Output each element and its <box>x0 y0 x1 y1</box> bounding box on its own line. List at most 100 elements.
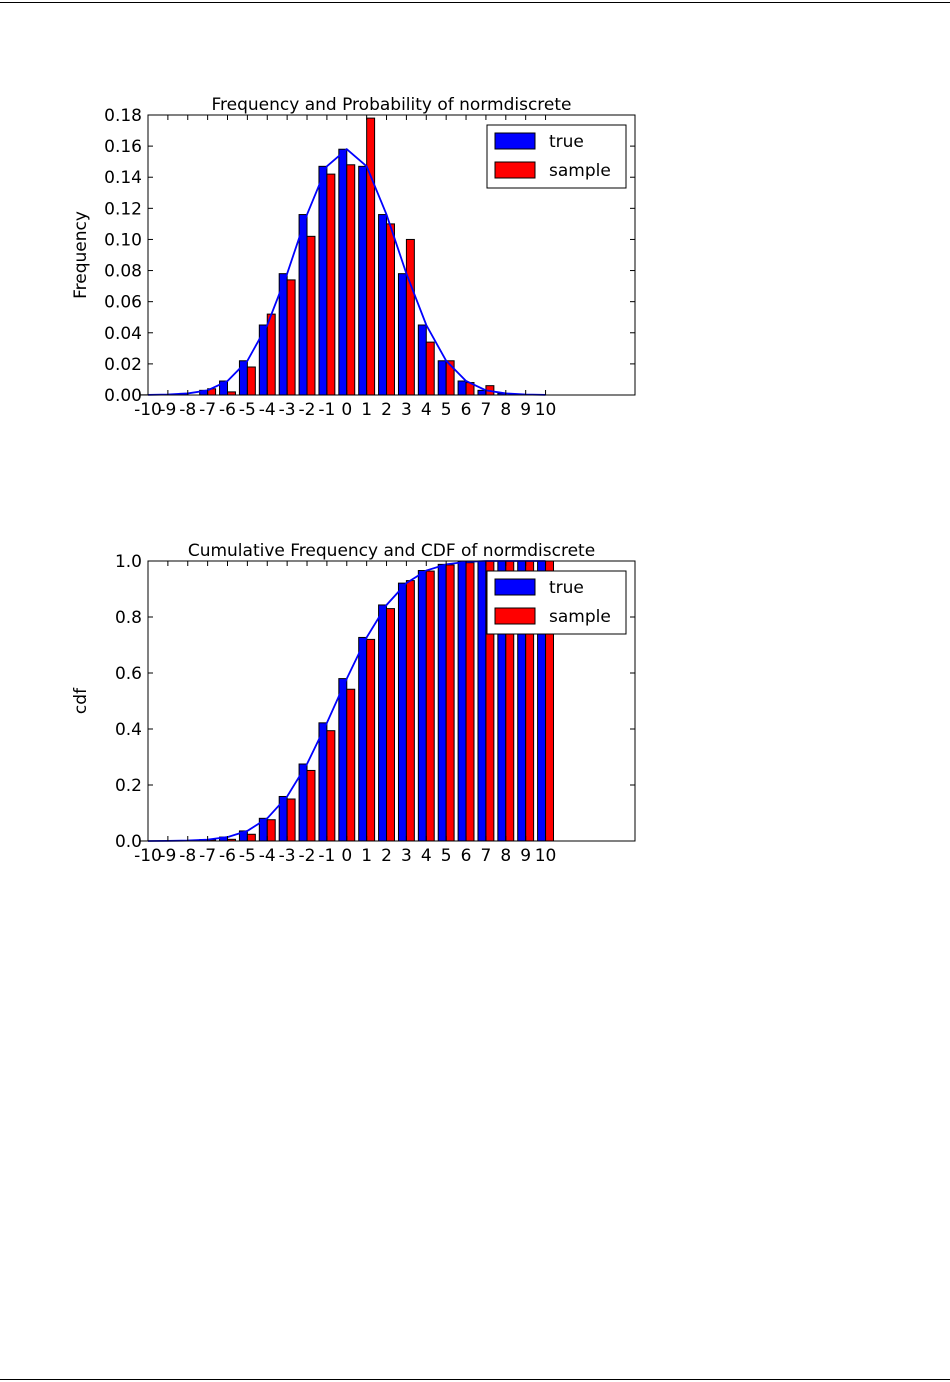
bar-true <box>477 560 487 842</box>
x-tick-label: 2 <box>381 400 392 420</box>
x-tick-label: 0 <box>341 846 352 866</box>
x-tick-label: -8 <box>179 846 196 866</box>
legend-swatch-true <box>494 132 536 150</box>
bar-true <box>397 273 407 396</box>
x-tick-label: 9 <box>520 846 531 866</box>
legend-swatch-true <box>494 578 536 596</box>
y-tick-label: 0.04 <box>104 324 142 344</box>
legend-swatch-sample <box>494 161 536 179</box>
chart-title: Frequency and Probability of normdiscret… <box>211 95 571 115</box>
x-tick-label: 0 <box>341 400 352 420</box>
legend-swatch-sample <box>494 607 536 625</box>
page-top-rule <box>0 2 950 3</box>
bar-true <box>437 360 447 396</box>
x-tick-label: 10 <box>535 846 557 866</box>
true-distribution-line <box>147 148 546 396</box>
bar-sample <box>386 608 395 842</box>
bar-true <box>378 214 388 396</box>
bar-true <box>318 165 328 396</box>
x-tick-label: -5 <box>239 846 256 866</box>
x-tick-label: -6 <box>219 846 236 866</box>
bar-sample <box>246 833 256 842</box>
x-tick-label: 1 <box>361 400 372 420</box>
y-tick-label: 0.16 <box>104 137 142 157</box>
bar-sample <box>445 564 455 842</box>
bar-sample <box>405 580 415 842</box>
x-tick-label: 6 <box>461 400 472 420</box>
bar-sample <box>465 562 475 842</box>
bar-sample <box>366 117 376 396</box>
y-tick-label: 0.6 <box>115 664 142 684</box>
bar-true <box>318 722 328 842</box>
x-tick-label: -6 <box>219 400 236 420</box>
x-tick-label: 6 <box>461 846 472 866</box>
bar-sample <box>346 164 356 396</box>
page-bottom-rule <box>0 1379 950 1380</box>
x-tick-label: 4 <box>421 400 432 420</box>
x-tick-label: -1 <box>318 400 335 420</box>
x-tick-label: 5 <box>441 846 452 866</box>
x-tick-label: -4 <box>259 846 276 866</box>
plot-frame <box>147 114 636 396</box>
bar-sample <box>266 819 276 842</box>
bar-true <box>457 380 467 396</box>
x-tick-label: 4 <box>421 846 432 866</box>
bar-sample <box>286 279 296 396</box>
x-tick-label: 2 <box>381 846 392 866</box>
y-tick-label: 0.10 <box>104 230 142 250</box>
x-tick-label: 8 <box>500 400 511 420</box>
bar-true <box>417 324 427 396</box>
x-tick-label: 7 <box>481 400 492 420</box>
x-tick-label: 9 <box>520 400 531 420</box>
x-tick-label: 3 <box>401 400 412 420</box>
bar-true <box>338 148 348 396</box>
bar-sample <box>386 223 395 396</box>
plot-frame <box>147 560 636 842</box>
bar-sample <box>405 238 415 396</box>
bar-sample <box>326 173 336 396</box>
x-tick-label: 3 <box>401 846 412 866</box>
bar-sample <box>266 313 276 396</box>
x-tick-label: -8 <box>179 400 196 420</box>
bar-sample <box>346 688 356 842</box>
legend-label-true: true <box>549 578 584 598</box>
y-tick-label: 0.0 <box>115 832 142 852</box>
bar-true <box>378 604 388 842</box>
x-tick-label: -5 <box>239 400 256 420</box>
x-tick-label: -10 <box>134 846 162 866</box>
bar-sample <box>366 638 376 842</box>
bar-true <box>338 678 348 842</box>
x-tick-label: 10 <box>535 400 557 420</box>
x-tick-label: -3 <box>279 400 296 420</box>
cdf-chart: Cumulative Frequency and CDF of normdisc… <box>71 541 636 866</box>
x-tick-label: -9 <box>159 846 176 866</box>
x-tick-label: 1 <box>361 846 372 866</box>
bar-true <box>358 165 368 396</box>
bar-sample <box>326 730 336 842</box>
y-tick-label: 0.14 <box>104 168 142 188</box>
y-tick-label: 0.8 <box>115 608 142 628</box>
x-tick-label: 5 <box>441 400 452 420</box>
bar-true <box>358 636 368 842</box>
x-tick-label: -4 <box>259 400 276 420</box>
y-tick-label: 0.06 <box>104 293 142 313</box>
x-tick-label: -10 <box>134 400 162 420</box>
bar-true <box>298 214 308 396</box>
bar-sample <box>286 798 296 842</box>
y-tick-label: 1.0 <box>115 552 142 572</box>
x-tick-label: 7 <box>481 846 492 866</box>
bar-true <box>457 561 467 842</box>
x-tick-label: -9 <box>159 400 176 420</box>
y-tick-label: 0.00 <box>104 386 142 406</box>
x-tick-label: -1 <box>318 846 335 866</box>
x-tick-label: -2 <box>299 846 316 866</box>
bar-sample <box>425 341 435 396</box>
legend-label-sample: sample <box>549 607 611 627</box>
bar-sample <box>306 235 316 396</box>
y-axis-label: cdf <box>71 687 91 714</box>
bar-sample <box>425 570 435 842</box>
frequency-chart: Frequency and Probability of normdiscret… <box>71 95 636 420</box>
x-tick-label: -3 <box>279 846 296 866</box>
chart-title: Cumulative Frequency and CDF of normdisc… <box>188 541 595 561</box>
y-axis-label: Frequency <box>71 211 91 299</box>
